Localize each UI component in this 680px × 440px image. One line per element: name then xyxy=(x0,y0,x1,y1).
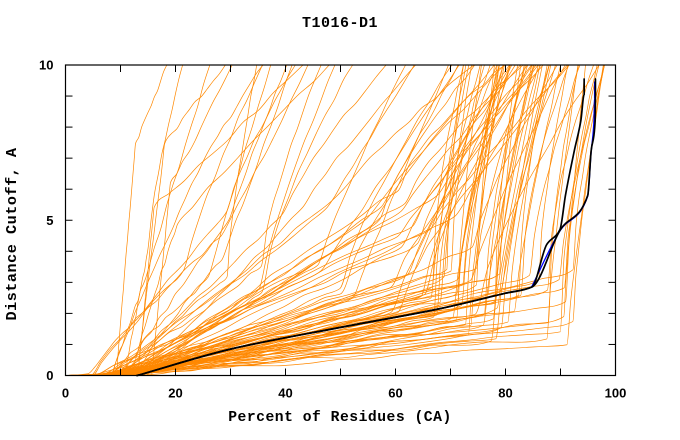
svg-text:10: 10 xyxy=(39,58,53,73)
svg-text:20: 20 xyxy=(168,386,182,401)
svg-text:5: 5 xyxy=(46,213,53,228)
svg-text:40: 40 xyxy=(278,386,292,401)
svg-text:60: 60 xyxy=(388,386,402,401)
svg-text:0: 0 xyxy=(46,368,53,383)
svg-text:100: 100 xyxy=(605,386,627,401)
svg-text:80: 80 xyxy=(498,386,512,401)
svg-text:0: 0 xyxy=(62,386,69,401)
